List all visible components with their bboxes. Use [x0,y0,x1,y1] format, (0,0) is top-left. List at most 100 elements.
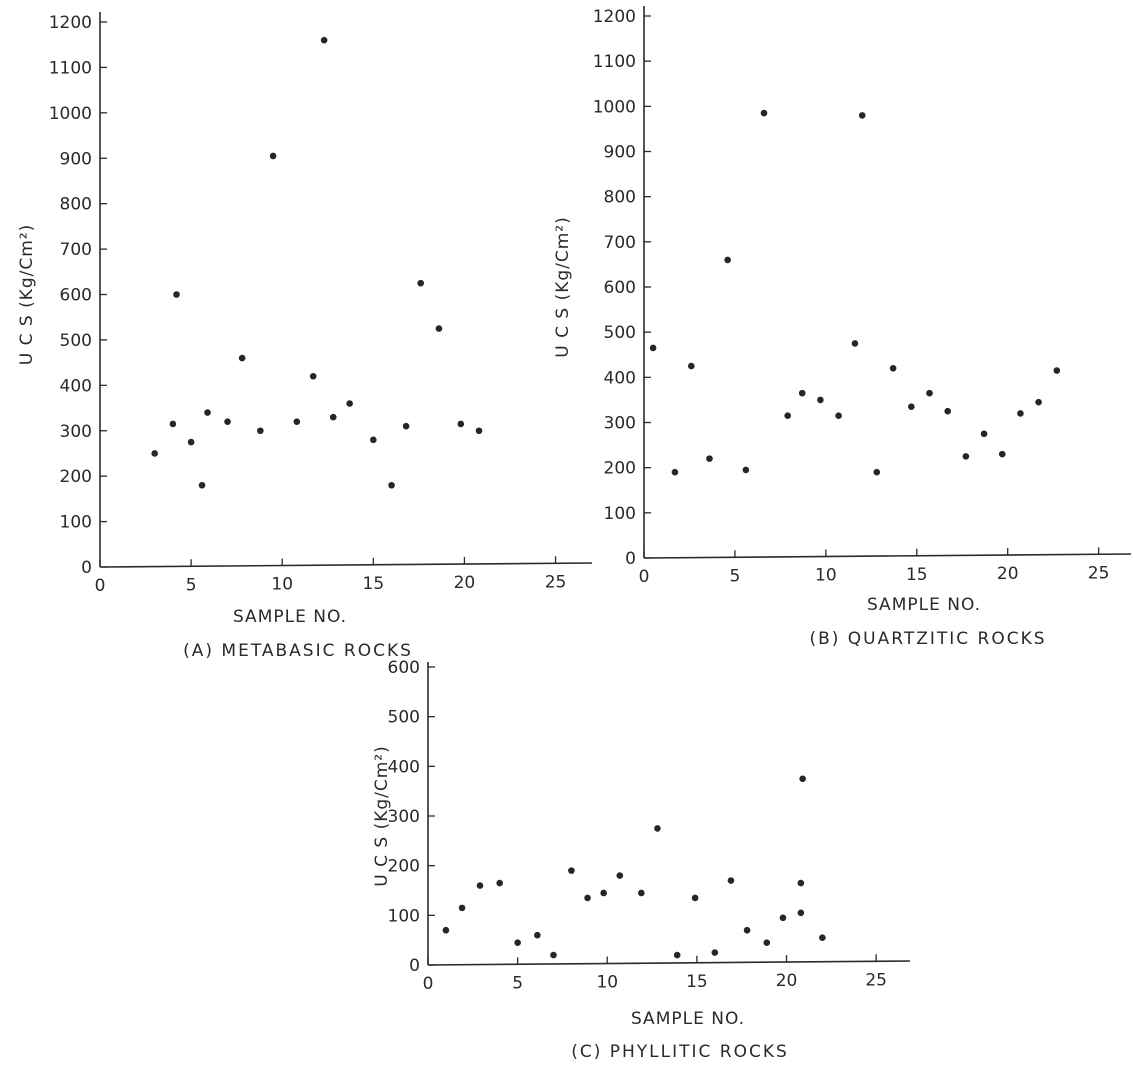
y-tick-label: 0 [409,956,420,976]
panel-phyllitic-rocks: 0 100 200 300 400 500 600 0 5 10 15 20 25 SAMPLE NO. U… [372,658,911,1062]
x-tick-label: 5 [730,566,741,586]
data-point [687,362,695,370]
x-tick-label: 5 [186,575,197,595]
y-tick-label: 1100 [593,52,636,72]
x-axis-line [99,562,593,568]
x-tick-label: 15 [906,565,928,585]
y-tick-label: 0 [625,549,636,569]
data-point [798,389,806,397]
y-axis-title: U C S (Kg/Cm²) [553,216,573,358]
y-tick-label: 0 [81,558,92,578]
data-point [980,430,988,438]
data-point [269,152,277,160]
data-point [417,279,425,287]
data-point [724,256,731,264]
y-tick-label: 700 [604,233,636,253]
data-point [691,894,699,902]
data-point [908,403,915,410]
y-tick-label: 800 [604,188,636,208]
data-point [173,291,180,298]
data-point [476,882,484,889]
x-tick-label: 15 [363,574,385,594]
y-tick-label: 200 [388,857,420,877]
x-axis-title: SAMPLE NO. [233,607,347,627]
y-tick-label: 900 [604,143,636,163]
data-point [851,340,859,347]
data-point [649,344,657,352]
data-point [654,825,661,832]
y-axis-title: U C S (Kg/Cm²) [17,224,37,366]
data-point [817,396,824,404]
data-point [600,889,607,897]
x-axis-line [643,553,1132,559]
data-point [534,931,541,939]
data-point [238,354,246,362]
data-point [329,413,337,421]
y-tick-label: 1000 [593,97,636,117]
y-tick-label: 100 [60,513,92,533]
data-point [1017,410,1024,417]
data-point [1035,398,1042,406]
x-tick-label: 10 [815,566,837,586]
y-tick-label: 900 [60,149,92,169]
x-tick-label: 0 [639,567,650,587]
data-point [204,409,211,416]
data-point [944,407,951,415]
data-point [998,450,1006,458]
data-point [309,372,317,380]
x-tick-label: 20 [776,971,798,991]
data-point [496,879,504,887]
data-point [858,112,866,119]
data-point [742,466,750,474]
data-point [257,427,264,435]
data-point [797,909,805,917]
y-tick-label: 500 [388,708,420,728]
data-point [799,775,806,783]
data-point [293,418,301,425]
y-tick-label: 300 [604,414,636,434]
x-tick-label: 25 [865,970,887,990]
y-tick-label: 500 [60,331,92,351]
data-point [458,904,466,912]
data-point [671,468,679,476]
data-point [743,926,751,934]
data-point [388,481,395,489]
data-point [819,934,826,941]
chart-caption: (C) PHYLLITIC ROCKS [571,1042,789,1062]
panel-quartzitic-rocks: 0100200300400500600700800900100011001200… [553,6,1132,649]
data-point [514,939,521,946]
y-tick-label: 1200 [593,7,636,27]
x-tick-label: 0 [423,974,434,994]
data-point [224,418,231,425]
panel-metabasic-rocks: 0100200300400500600700800900100011001200… [17,12,593,661]
data-point [779,914,787,922]
data-point [889,365,897,372]
y-tick-label: 300 [388,807,420,827]
data-point [402,422,410,430]
y-tick-label: 200 [604,459,636,479]
y-tick-label: 1100 [49,58,92,78]
data-point [962,453,970,460]
x-tick-label: 0 [95,576,106,596]
data-point [584,894,591,902]
data-point [435,325,443,332]
data-point [706,455,713,462]
y-tick-label: 600 [60,286,92,306]
x-axis-title: SAMPLE NO. [631,1009,745,1029]
data-point [187,438,195,446]
data-point [763,939,771,946]
y-tick-label: 300 [60,422,92,442]
data-point [873,468,881,476]
data-point [926,389,933,397]
y-tick-label: 100 [604,504,636,524]
data-point [784,412,791,420]
data-point [550,951,557,959]
x-tick-label: 25 [1088,563,1110,583]
data-point [711,949,719,956]
y-tick-label: 1000 [49,104,92,124]
x-tick-label: 25 [545,572,567,592]
y-tick-label: 1200 [49,13,92,33]
y-tick-label: 400 [604,368,636,388]
x-axis-title: SAMPLE NO. [867,595,981,615]
y-tick-label: 200 [60,467,92,487]
